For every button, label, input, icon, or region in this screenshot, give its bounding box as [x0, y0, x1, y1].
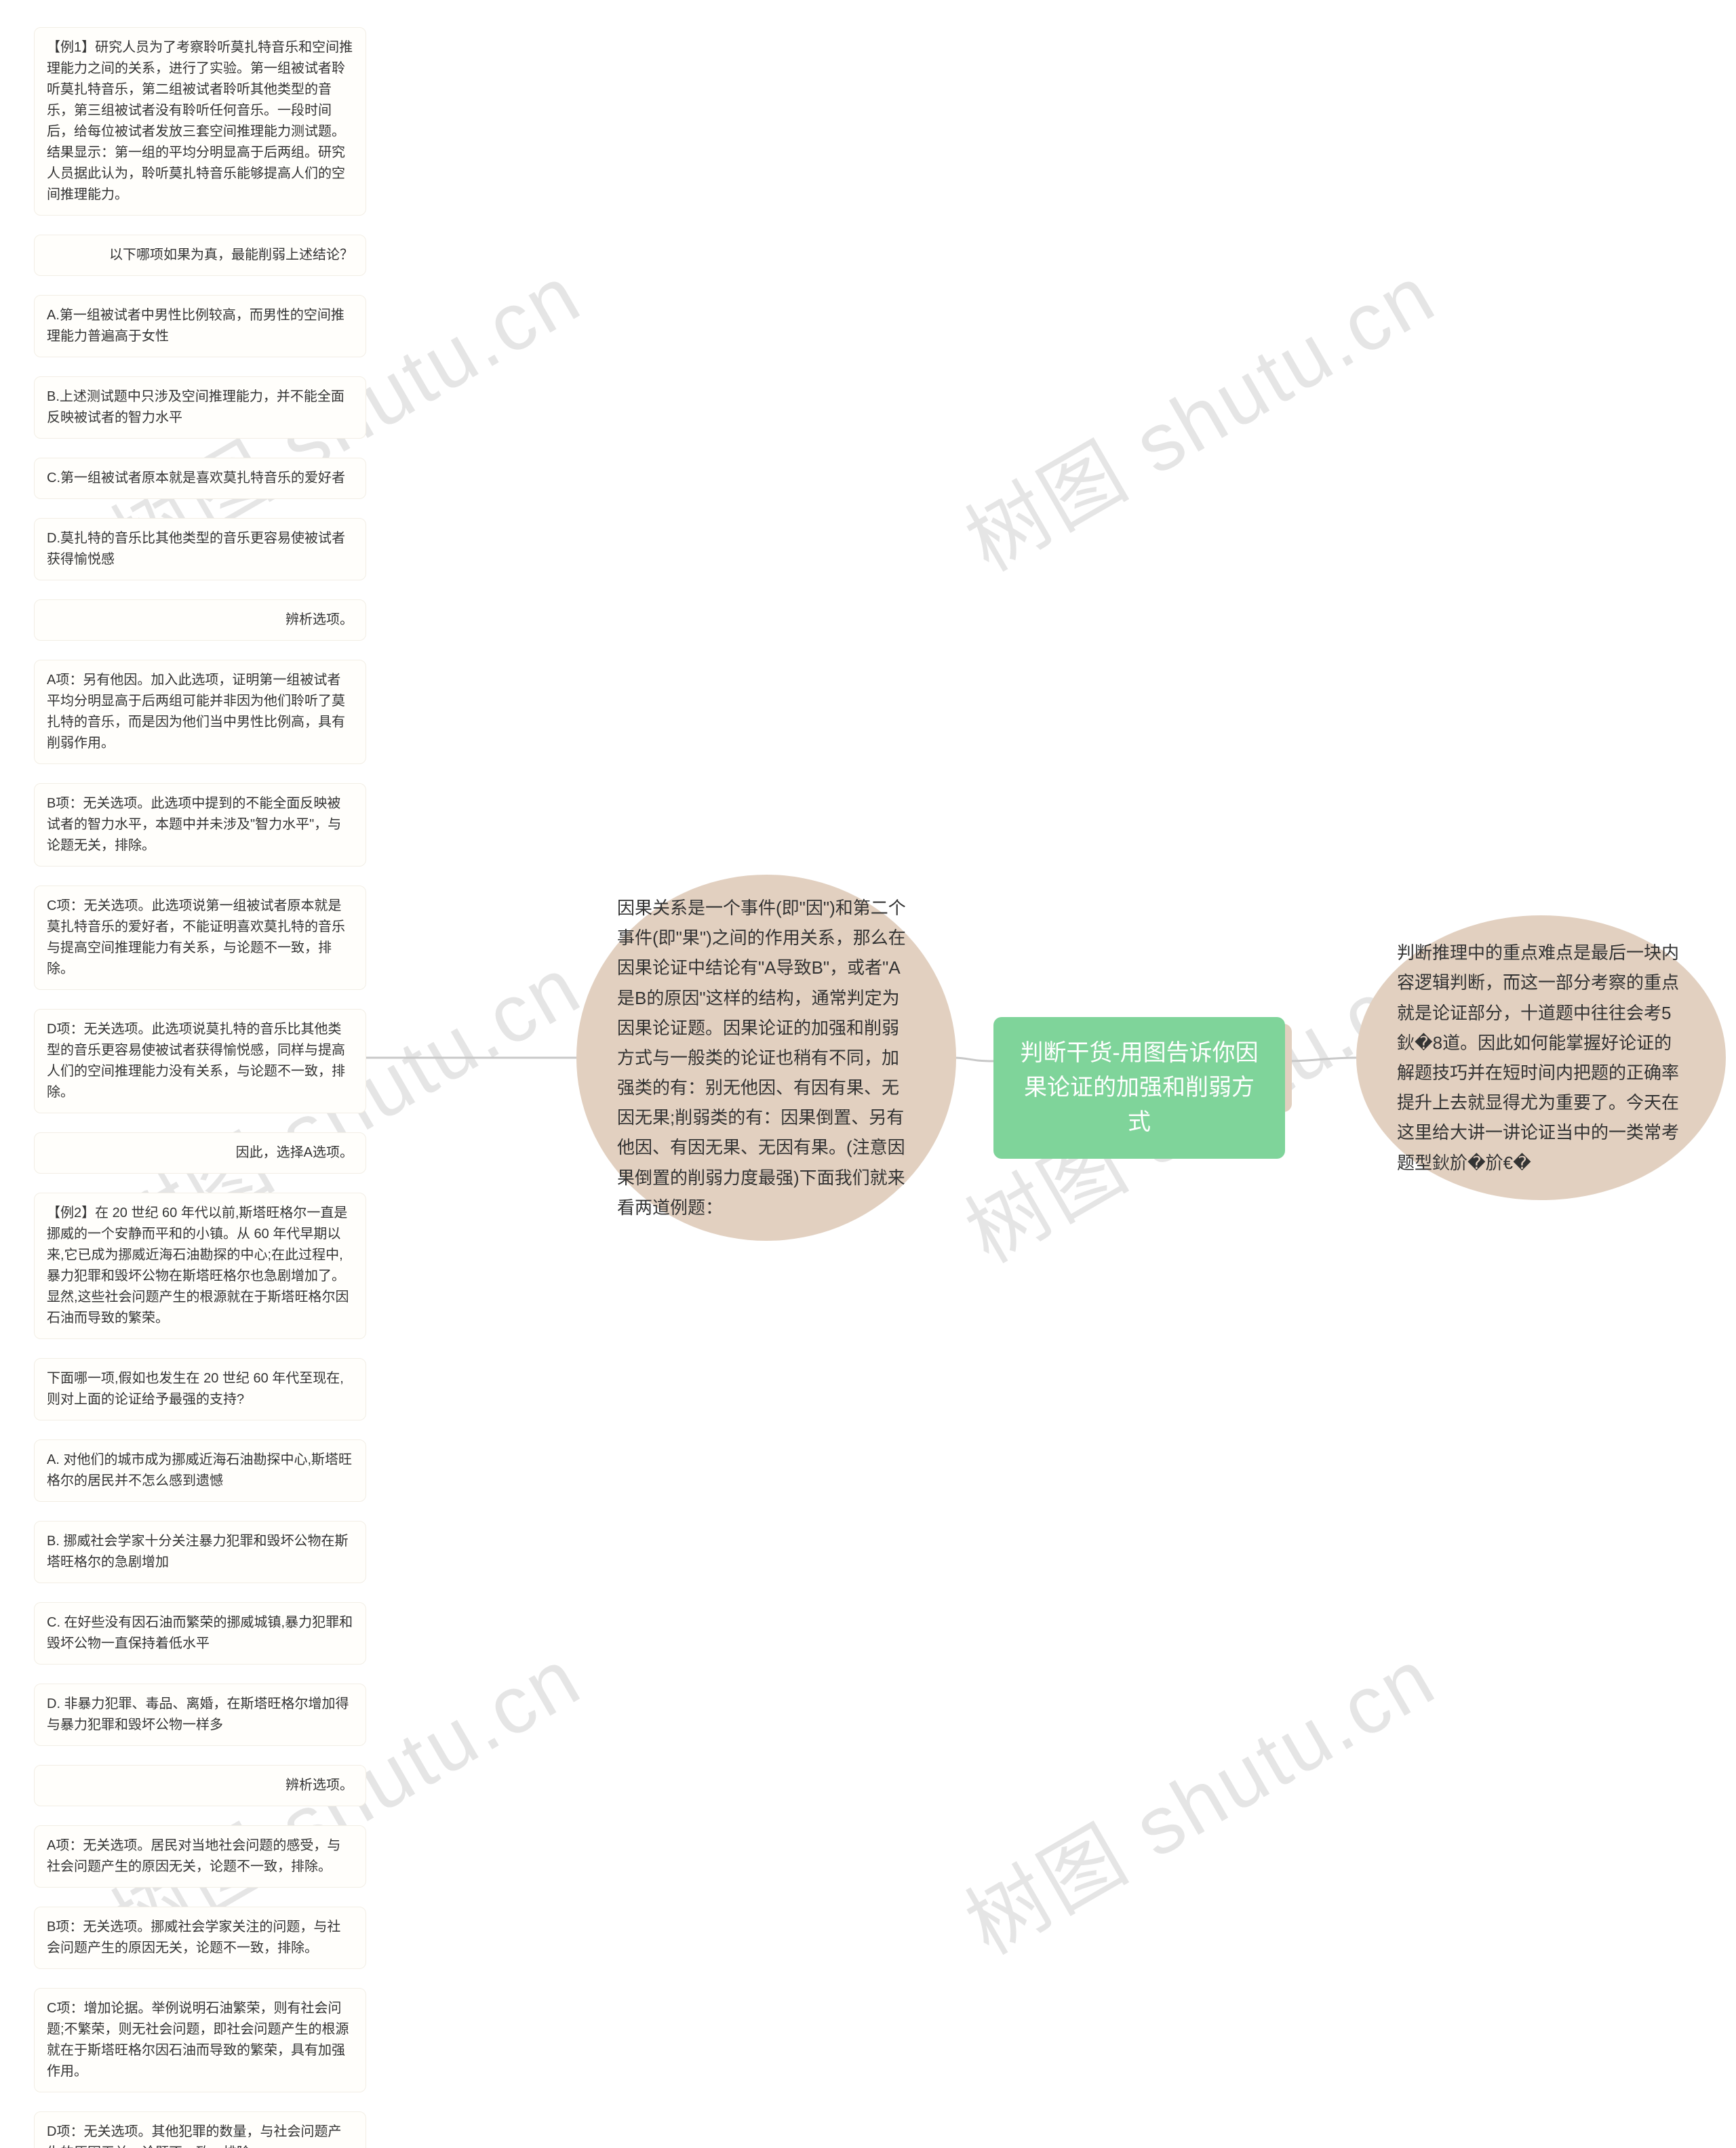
left-card: 辨析选项。	[34, 1765, 366, 1806]
root-node-text: 判断干货-用图告诉你因果论证的加强和削弱方式	[1020, 1040, 1258, 1135]
left-card: C.第一组被试者原本就是喜欢莫扎特音乐的爱好者	[34, 458, 366, 499]
left-card: C项：无关选项。此选项说第一组被试者原本就是莫扎特音乐的爱好者，不能证明喜欢莫扎…	[34, 886, 366, 990]
left-explainer-bubble: 因果关系是一个事件(即"因")和第二个事件(即"果")之间的作用关系，那么在因果…	[576, 875, 956, 1241]
left-card: D.莫扎特的音乐比其他类型的音乐更容易使被试者获得愉悦感	[34, 518, 366, 580]
left-card: A项：另有他因。加入此选项，证明第一组被试者平均分明显高于后两组可能并非因为他们…	[34, 660, 366, 764]
left-card: D项：无关选项。此选项说莫扎特的音乐比其他类型的音乐更容易使被试者获得愉悦感，同…	[34, 1009, 366, 1113]
left-card: B.上述测试题中只涉及空间推理能力，并不能全面反映被试者的智力水平	[34, 376, 366, 439]
left-card: 因此，选择A选项。	[34, 1132, 366, 1174]
connector	[1285, 1058, 1356, 1061]
left-card: A项：无关选项。居民对当地社会问题的感受，与社会问题产生的原因无关，论题不一致，…	[34, 1825, 366, 1888]
right-explainer-text: 判断推理中的重点难点是最后一块内容逻辑判断，而这一部分考察的重点就是论证部分，十…	[1397, 938, 1685, 1178]
left-card: C. 在好些没有因石油而繁荣的挪威城镇,暴力犯罪和毁坏公物一直保持着低水平	[34, 1602, 366, 1665]
left-card-column: 【例1】研究人员为了考察聆听莫扎特音乐和空间推理能力之间的关系，进行了实验。第一…	[34, 27, 366, 2148]
right-explainer-bubble: 判断推理中的重点难点是最后一块内容逻辑判断，而这一部分考察的重点就是论证部分，十…	[1356, 915, 1726, 1200]
left-card: 【例2】在 20 世纪 60 年代以前,斯塔旺格尔一直是挪威的一个安静而平和的小…	[34, 1193, 366, 1339]
left-card: D. 非暴力犯罪、毒品、离婚，在斯塔旺格尔增加得与暴力犯罪和毁坏公物一样多	[34, 1684, 366, 1746]
left-card: B. 挪威社会学家十分关注暴力犯罪和毁坏公物在斯塔旺格尔的急剧增加	[34, 1521, 366, 1583]
left-card: D项：无关选项。其他犯罪的数量，与社会问题产生的原因无关，论题不一致，排除。	[34, 2111, 366, 2148]
left-card: 以下哪项如果为真，最能削弱上述结论？	[34, 235, 366, 276]
left-card: 下面哪一项,假如也发生在 20 世纪 60 年代至现在,则对上面的论证给予最强的…	[34, 1358, 366, 1420]
left-card: C项：增加论据。举例说明石油繁荣，则有社会问题;不繁荣，则无社会问题，即社会问题…	[34, 1988, 366, 2092]
left-card: 【例1】研究人员为了考察聆听莫扎特音乐和空间推理能力之间的关系，进行了实验。第一…	[34, 27, 366, 216]
left-explainer-text: 因果关系是一个事件(即"因")和第二个事件(即"果")之间的作用关系，那么在因果…	[617, 893, 915, 1222]
left-card: 辨析选项。	[34, 599, 366, 641]
left-card: A. 对他们的城市成为挪威近海石油勘探中心,斯塔旺格尔的居民并不怎么感到遗憾	[34, 1439, 366, 1502]
connector	[953, 1058, 993, 1061]
root-node: 判断干货-用图告诉你因果论证的加强和削弱方式	[993, 1017, 1285, 1159]
left-card: B项：无关选项。挪威社会学家关注的问题，与社会问题产生的原因无关，论题不一致，排…	[34, 1907, 366, 1969]
left-card: B项：无关选项。此选项中提到的不能全面反映被试者的智力水平，本题中并未涉及"智力…	[34, 783, 366, 867]
canvas: 树图 shutu.cn树图 shutu.cn树图 shutu.cn树图 shut…	[0, 0, 1736, 2148]
left-card: A.第一组被试者中男性比例较高，而男性的空间推理能力普遍高于女性	[34, 295, 366, 357]
